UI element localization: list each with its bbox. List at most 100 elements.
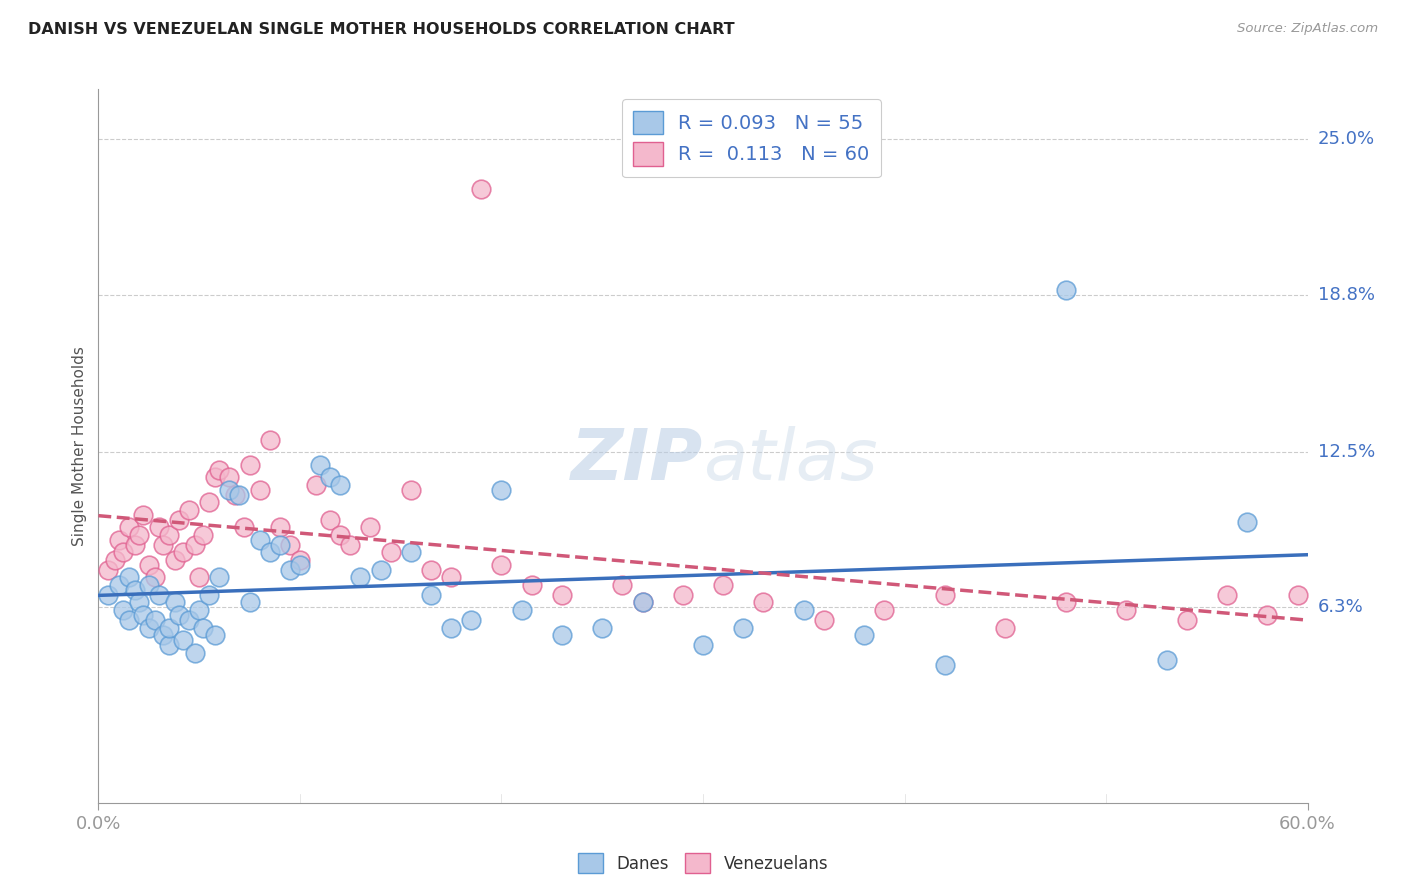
- Point: [1175, 613, 1198, 627]
- Legend: Danes, Venezuelans: Danes, Venezuelans: [571, 847, 835, 880]
- Point: [551, 628, 574, 642]
- Text: Source: ZipAtlas.com: Source: ZipAtlas.com: [1237, 22, 1378, 36]
- Point: [305, 478, 328, 492]
- Text: 25.0%: 25.0%: [1317, 130, 1375, 148]
- Point: [124, 582, 146, 597]
- Point: [124, 538, 146, 552]
- Point: [672, 588, 695, 602]
- Point: [399, 545, 422, 559]
- Point: [419, 563, 441, 577]
- Point: [692, 638, 714, 652]
- Point: [177, 503, 201, 517]
- Point: [138, 558, 160, 572]
- Point: [184, 646, 207, 660]
- Point: [172, 545, 194, 559]
- Point: [208, 463, 231, 477]
- Point: [370, 563, 392, 577]
- Point: [218, 483, 240, 497]
- Point: [520, 578, 543, 592]
- Point: [172, 633, 194, 648]
- Point: [204, 470, 226, 484]
- Point: [157, 621, 180, 635]
- Point: [319, 513, 342, 527]
- Point: [752, 595, 775, 609]
- Point: [228, 488, 250, 502]
- Point: [198, 588, 221, 602]
- Point: [1115, 603, 1137, 617]
- Point: [470, 182, 492, 196]
- Point: [157, 638, 180, 652]
- Point: [118, 613, 141, 627]
- Point: [224, 488, 246, 502]
- Point: [440, 570, 463, 584]
- Point: [128, 595, 150, 609]
- Point: [232, 520, 254, 534]
- Point: [188, 603, 211, 617]
- Point: [148, 588, 170, 602]
- Point: [278, 538, 301, 552]
- Point: [1054, 595, 1077, 609]
- Text: 18.8%: 18.8%: [1317, 285, 1375, 303]
- Point: [111, 603, 134, 617]
- Y-axis label: Single Mother Households: Single Mother Households: [72, 346, 87, 546]
- Point: [157, 528, 180, 542]
- Point: [163, 595, 186, 609]
- Point: [551, 588, 574, 602]
- Point: [107, 578, 129, 592]
- Text: 6.3%: 6.3%: [1317, 599, 1364, 616]
- Point: [1054, 283, 1077, 297]
- Point: [440, 621, 463, 635]
- Point: [399, 483, 422, 497]
- Point: [1216, 588, 1239, 602]
- Point: [249, 533, 271, 547]
- Point: [198, 495, 221, 509]
- Point: [711, 578, 734, 592]
- Point: [631, 595, 654, 609]
- Point: [193, 621, 215, 635]
- Point: [184, 538, 207, 552]
- Point: [994, 621, 1017, 635]
- Point: [167, 607, 190, 622]
- Point: [591, 621, 613, 635]
- Point: [193, 528, 215, 542]
- Point: [288, 558, 311, 572]
- Point: [419, 588, 441, 602]
- Point: [167, 513, 190, 527]
- Point: [329, 528, 352, 542]
- Point: [491, 558, 513, 572]
- Point: [873, 603, 896, 617]
- Point: [934, 588, 956, 602]
- Point: [132, 508, 155, 522]
- Point: [631, 595, 654, 609]
- Point: [103, 553, 125, 567]
- Point: [339, 538, 361, 552]
- Point: [118, 570, 141, 584]
- Point: [288, 553, 311, 567]
- Point: [612, 578, 634, 592]
- Point: [138, 578, 160, 592]
- Point: [188, 570, 211, 584]
- Point: [249, 483, 271, 497]
- Point: [97, 588, 120, 602]
- Point: [143, 613, 166, 627]
- Point: [118, 520, 141, 534]
- Point: [269, 520, 291, 534]
- Point: [329, 478, 352, 492]
- Point: [204, 628, 226, 642]
- Point: [138, 621, 160, 635]
- Point: [239, 595, 262, 609]
- Text: ZIP: ZIP: [571, 425, 703, 495]
- Point: [380, 545, 402, 559]
- Text: 12.5%: 12.5%: [1317, 443, 1375, 461]
- Point: [152, 628, 174, 642]
- Point: [813, 613, 835, 627]
- Point: [143, 570, 166, 584]
- Point: [107, 533, 129, 547]
- Point: [793, 603, 815, 617]
- Point: [1256, 607, 1278, 622]
- Point: [460, 613, 482, 627]
- Point: [360, 520, 382, 534]
- Text: DANISH VS VENEZUELAN SINGLE MOTHER HOUSEHOLDS CORRELATION CHART: DANISH VS VENEZUELAN SINGLE MOTHER HOUSE…: [28, 22, 735, 37]
- Point: [934, 658, 956, 673]
- Point: [152, 538, 174, 552]
